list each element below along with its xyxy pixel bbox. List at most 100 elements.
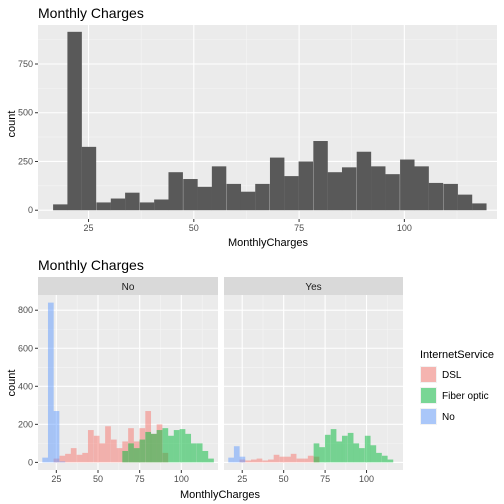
facet-yes-bar-dsl [285,456,291,463]
facet-no-x-tick-label: 25 [51,474,61,484]
histogram-bar [341,167,357,211]
facet-no-bar-dsl [116,448,123,463]
histogram-bar [443,183,458,211]
bottom-x-axis-title: MonthlyCharges [180,489,261,501]
top-y-tick-label: 0 [28,205,33,215]
histogram-bar [96,202,111,211]
histogram-bar [298,161,314,211]
legend: InternetService DSL Fiber optic No [420,349,494,425]
facet-no-bar-dsl [76,454,83,463]
facet-yes-bar-fiber-optic [347,432,354,463]
histogram-bar [139,202,155,211]
facet-yes-bar-no [228,457,234,463]
facet-yes-x-tick-label: 50 [279,474,289,484]
top-y-tick-label: 750 [18,59,33,69]
facet-no-y-tick-label: 400 [18,381,33,391]
facet-no-bar-dsl [82,452,89,463]
facet-yes-bar-fiber-optic [381,455,388,463]
facet-yes-strip [224,277,403,295]
legend-swatch-dsl [421,367,436,382]
histogram-bar [414,166,429,211]
facet-no-bar-no [47,302,54,463]
facet-no-bar-no [53,411,60,463]
histogram-bar [154,199,169,211]
facet-yes-bar-no [233,446,240,463]
histogram-bar [472,203,487,211]
facet-no-strip [38,277,218,295]
facet-yes-bar-dsl [250,459,257,463]
histogram-bar [269,157,285,211]
facet-yes-bar-dsl [307,455,314,463]
facet-yes-bar-fiber-optic [313,443,320,463]
histogram-bar [428,182,444,211]
histogram-bar [313,141,328,211]
bottom-y-axis-title: count [6,370,18,397]
histogram-bar [400,159,415,211]
facet-yes-bar-fiber-optic [376,452,382,463]
facet-no-x-tick-label: 50 [93,474,103,484]
facet-yes-x-tick-label: 75 [320,474,330,484]
facet-no-bar-fiber-optic [162,428,169,463]
facet-no-bar-fiber-optic [128,443,134,463]
facet-no-bar-fiber-optic [190,443,197,463]
legend-title: InternetService [420,349,494,361]
facet-yes-bar-fiber-optic [387,459,394,463]
facet-yes-x-tick-label: 100 [359,474,374,484]
bottom-chart-title: Monthly Charges [38,257,144,273]
histogram-bar [284,176,299,211]
histogram-bar [125,192,140,211]
facet-no-bar-no [42,457,49,463]
histogram-bar [67,31,82,211]
facet-no-x-tick-label: 75 [135,474,145,484]
top-x-tick-label: 50 [189,223,199,233]
facet-no-bar-fiber-optic [156,430,163,463]
facet-yes-bar-dsl [256,458,263,463]
facet-no-bar-dsl [99,443,106,463]
facet-yes-bar-dsl [245,460,252,463]
facet-yes-bar-no [239,456,246,463]
facet-yes-background [224,295,403,470]
histogram-bar [226,183,242,211]
facet-no-bar-fiber-optic [196,443,203,463]
facet-yes-strip-label: Yes [305,282,321,293]
facet-no-bar-dsl [59,455,66,463]
top-y-axis-title: count [6,111,18,138]
facet-no-bar-dsl [70,448,77,463]
histogram-bar [240,191,256,211]
facet-no-bar-dsl [65,453,71,463]
facet-yes-bar-fiber-optic [319,447,325,463]
legend-label-fiber-optic: Fiber optic [442,391,489,402]
top-x-axis-title: MonthlyCharges [228,237,309,249]
facet-no-bar-dsl [87,430,94,463]
facet-no-bar-fiber-optic [208,458,214,463]
facet-no-bar-dsl [110,439,117,463]
top-x-tick-label: 75 [294,223,304,233]
facet-no-y-tick-label: 600 [18,343,33,353]
facet-yes-x-tick-label: 25 [237,474,247,484]
facet-no-bar-fiber-optic [185,433,192,463]
facet-yes-bar-dsl [262,460,269,463]
legend-label-no: No [442,412,455,423]
facet-no-bar-fiber-optic [173,430,180,463]
facet-yes-bar-fiber-optic [359,448,365,463]
facet-yes-bar-fiber-optic [330,429,337,463]
histogram-bar [255,183,270,211]
facet-yes-bar-fiber-optic [353,443,360,463]
facet-no-y-tick-label: 200 [18,419,33,429]
facet-no-y-tick-label: 0 [28,457,33,467]
top-x-tick-label: 100 [397,223,412,233]
top-y-tick-label: 250 [18,156,33,166]
histogram-bar [197,186,212,211]
facet-no-bar-fiber-optic [168,435,174,463]
legend-swatch-fiber-optic [421,388,436,403]
facet-no-x-tick-label: 100 [174,474,189,484]
facet-no-bar-dsl [105,426,111,463]
histogram-bar [327,172,343,211]
facet-no-bar-fiber-optic [122,450,129,463]
facet-no-bar-fiber-optic [150,433,157,463]
facet-no-bar-dsl [93,435,100,463]
facet-no-y-tick-label: 800 [18,305,33,315]
facet-yes-bar-fiber-optic [364,435,371,463]
histogram-bar [385,174,400,211]
